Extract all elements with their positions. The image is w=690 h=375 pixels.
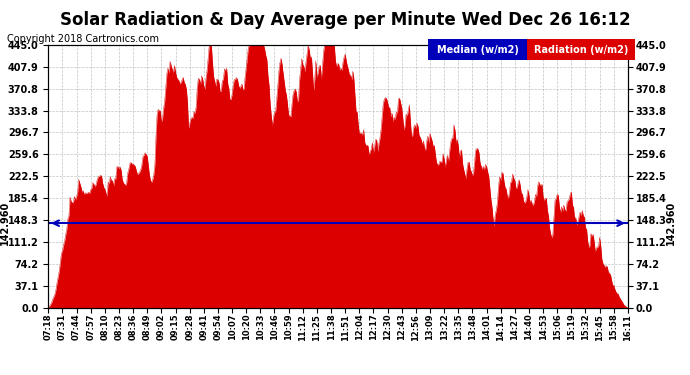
Text: Solar Radiation & Day Average per Minute Wed Dec 26 16:12: Solar Radiation & Day Average per Minute… — [60, 11, 630, 29]
Text: Median (w/m2): Median (w/m2) — [437, 45, 518, 55]
Text: Copyright 2018 Cartronics.com: Copyright 2018 Cartronics.com — [7, 34, 159, 44]
Text: 142.960: 142.960 — [667, 201, 676, 245]
Text: Radiation (w/m2): Radiation (w/m2) — [534, 45, 628, 55]
Text: 142.960: 142.960 — [0, 201, 10, 245]
